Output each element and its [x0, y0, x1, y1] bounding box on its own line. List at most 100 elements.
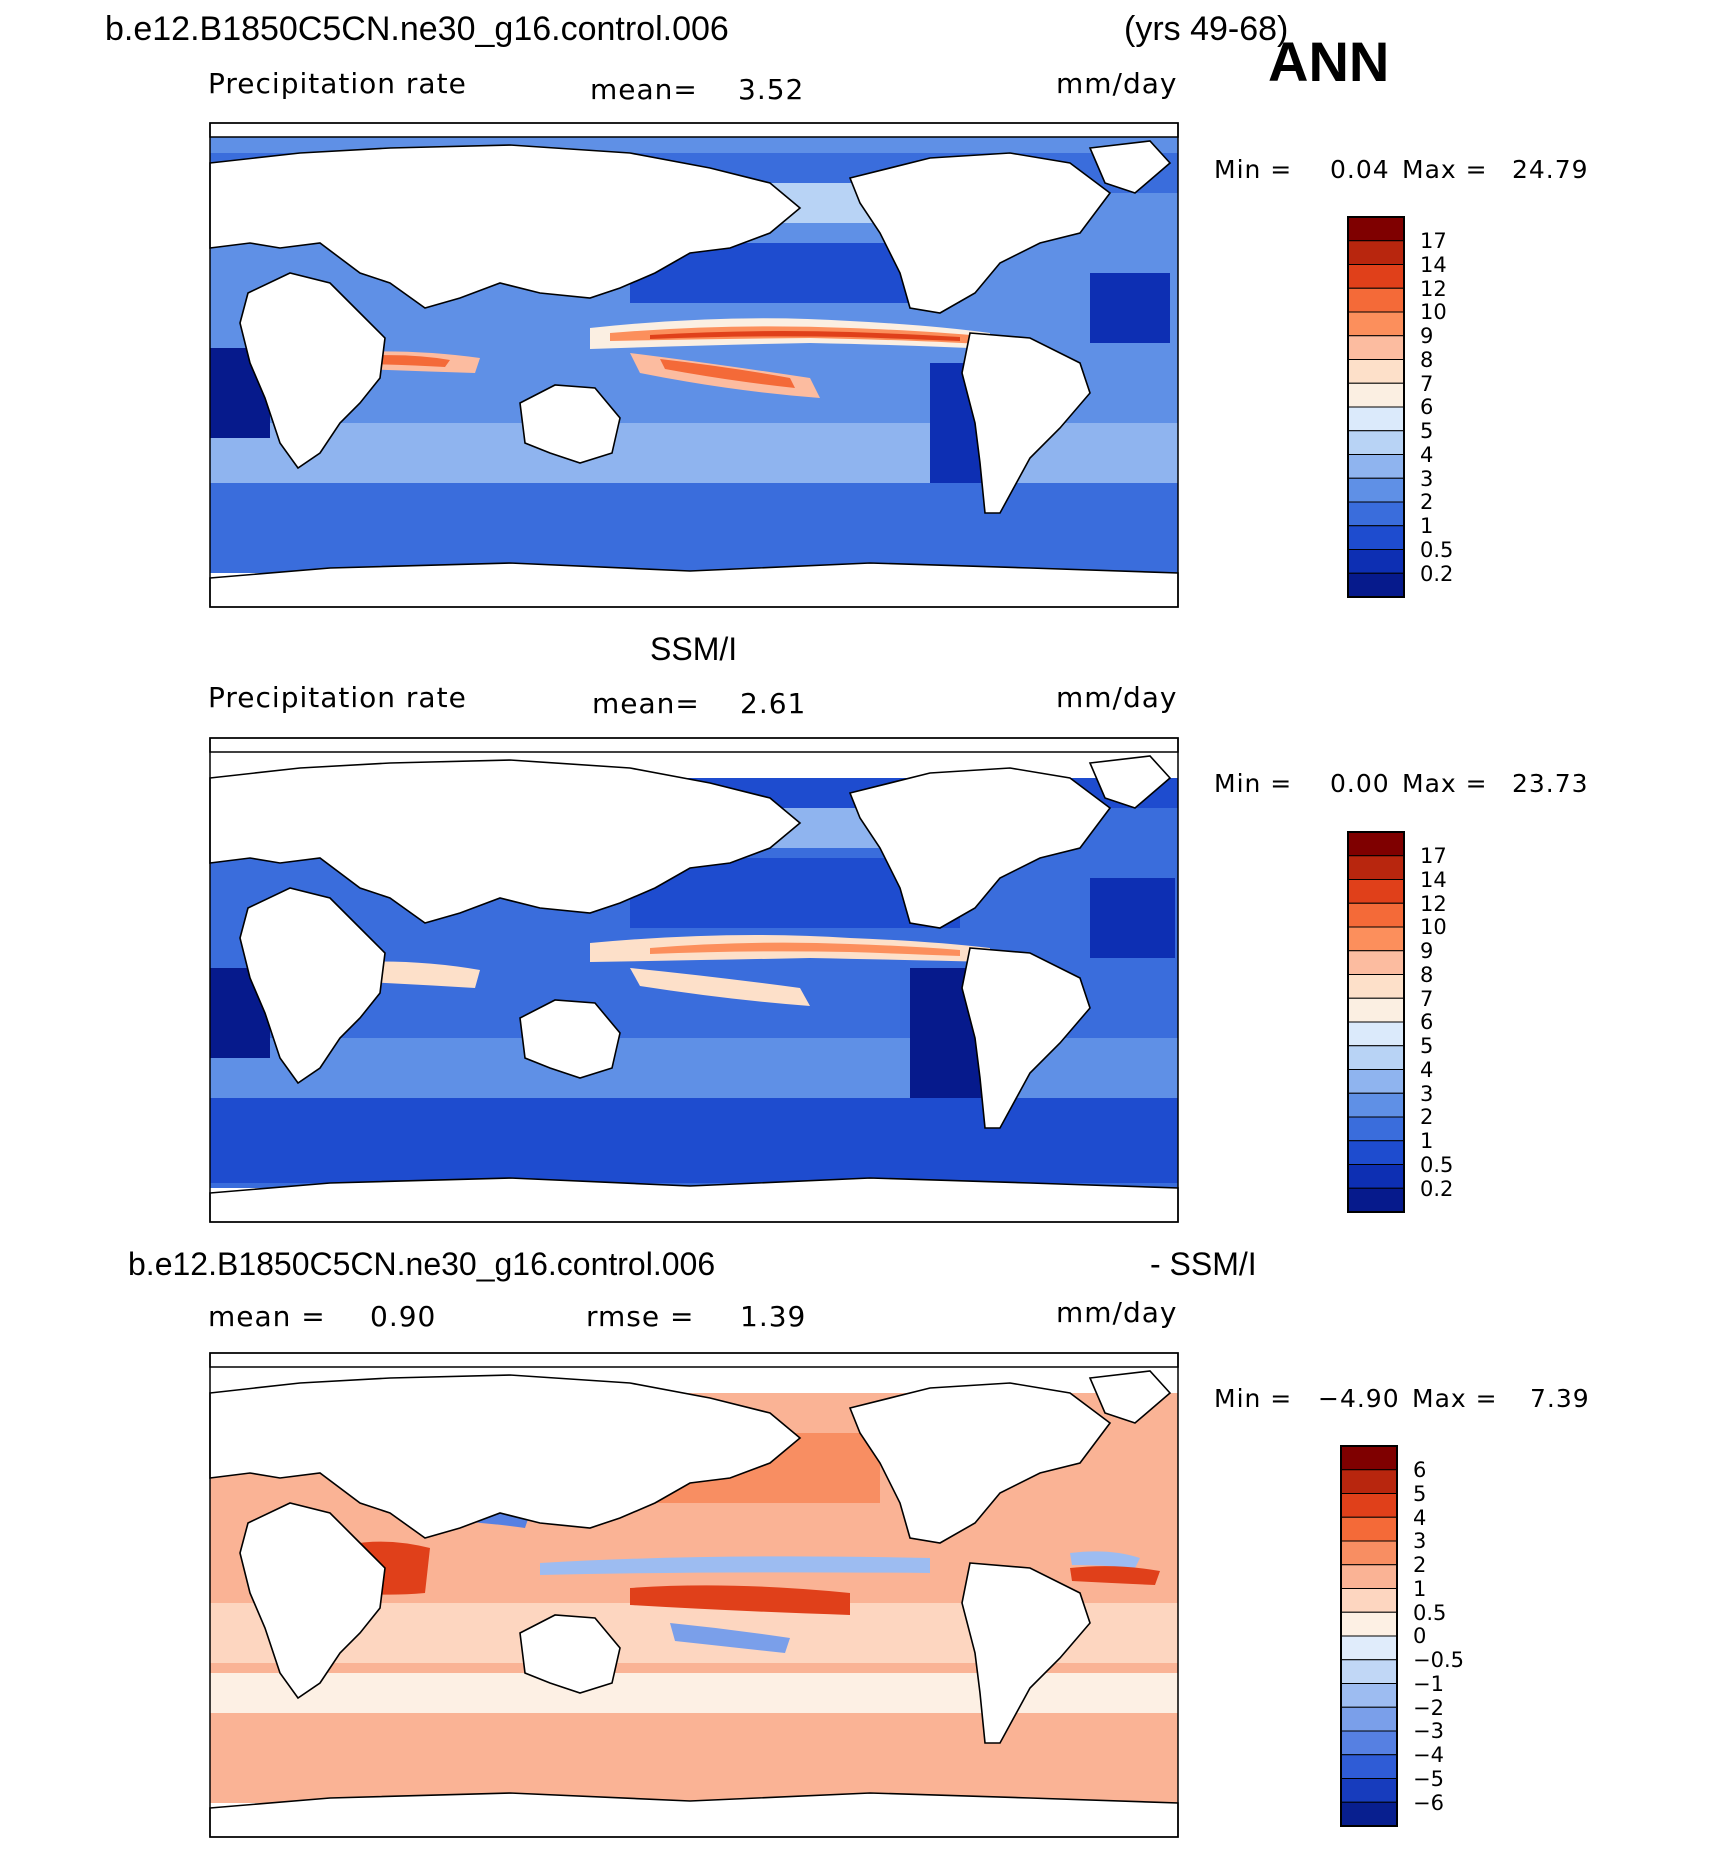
panel1-colorbar-tick-label: 0.5	[1420, 537, 1454, 562]
panel3-colorbar-tick-label: 0	[1413, 1624, 1427, 1649]
panel1-colorbar-swatch	[1347, 549, 1405, 574]
panel3-rmse-label: rmse =	[586, 1300, 695, 1333]
panel2-colorbar-swatch	[1347, 1164, 1405, 1189]
panel3-colorbar-tick-label: −1	[1413, 1671, 1444, 1696]
panel3-colorbar-swatch	[1340, 1564, 1398, 1589]
panel2-colorbar-swatch	[1347, 1045, 1405, 1070]
panel1-colorbar-swatch	[1347, 477, 1405, 503]
panel2-colorbar-swatch	[1347, 1092, 1405, 1118]
panel3-colorbar-swatch	[1340, 1801, 1398, 1827]
panel2-colorbar-swatch	[1347, 902, 1405, 928]
panel1-colorbar-tick-label: 12	[1420, 276, 1447, 301]
panel1-colorbar-tick-label: 5	[1420, 419, 1434, 443]
panel1-colorbar-tick-label: 0.2	[1420, 561, 1454, 586]
panel2-colorbar-swatch	[1347, 997, 1405, 1023]
panel2-colorbar-swatch	[1347, 926, 1405, 952]
panel2-mean-value: 2.61	[740, 687, 807, 720]
panel2-colorbar-swatch	[1347, 831, 1405, 857]
panel2-colorbar-swatch	[1347, 1140, 1405, 1165]
panel1-mean-label: mean=	[590, 73, 698, 106]
panel1-colorbar-swatch	[1347, 382, 1405, 408]
panel2-colorbar-tick-label: 0.5	[1420, 1152, 1454, 1177]
panel3-max-label: Max =	[1412, 1384, 1498, 1413]
panel3-min-label: Min =	[1214, 1384, 1293, 1413]
panel2-colorbar-tick-label: 14	[1420, 867, 1447, 892]
panel3-colorbar-swatch	[1340, 1635, 1398, 1661]
panel1-colorbar-swatch	[1347, 572, 1405, 598]
panel2-colorbar-swatch	[1347, 879, 1405, 904]
panel2-colorbar-svg	[1347, 831, 1405, 1213]
panel2-colorbar-tick-label: 12	[1420, 891, 1447, 916]
panel2-colorbar-swatch	[1347, 974, 1405, 999]
panel2-colorbar-tick-label: 10	[1420, 915, 1447, 940]
panel3-colorbar-swatch	[1340, 1706, 1398, 1732]
panel1-colorbar-swatch	[1347, 359, 1405, 384]
panel1-colorbar-tick-label: 2	[1420, 490, 1434, 515]
panel1-colorbar-tick-label: 14	[1420, 252, 1447, 277]
panel3-colorbar-tick-label: −6	[1413, 1790, 1444, 1815]
panel2-colorbar-tick-label: 6	[1420, 1010, 1434, 1035]
season-label: ANN	[1268, 30, 1390, 93]
panel3-colorbar-tick-label: −3	[1413, 1719, 1444, 1744]
panel2-colorbar-tick-label: 4	[1420, 1057, 1434, 1082]
panel3-colorbar-swatch	[1340, 1445, 1398, 1471]
panel3-colorbar-tick-label: −5	[1413, 1766, 1444, 1791]
panel3-colorbar-swatch	[1340, 1730, 1398, 1756]
panel3-colorbar-tick-label: −0.5	[1413, 1648, 1464, 1672]
panel2-colorbar-tick-label: 0.2	[1420, 1176, 1454, 1201]
panel3-colorbar-swatch	[1340, 1493, 1398, 1518]
panel3-min-value: −4.90	[1318, 1384, 1400, 1413]
panel2-min-value: 0.00	[1330, 769, 1390, 798]
panel1-colorbar-swatch	[1347, 335, 1405, 360]
panel1-colorbar-swatch	[1347, 216, 1405, 242]
panel1-colorbar-swatch	[1347, 430, 1405, 455]
panel3-mean-label: mean =	[208, 1300, 326, 1333]
panel3-rmse-value: 1.39	[740, 1300, 807, 1333]
panel3-colorbar-tick-label: 6	[1413, 1458, 1427, 1482]
panel1-colorbar-tick-label: 3	[1420, 466, 1434, 491]
panel1-units: mm/day	[1056, 67, 1178, 100]
panel2-max-label: Max =	[1402, 769, 1488, 798]
panel2-colorbar-tick-label: 1	[1420, 1129, 1434, 1153]
panel2-units: mm/day	[1056, 681, 1178, 714]
panel3-colorbar-tick-label: −2	[1413, 1695, 1444, 1720]
panel1-colorbar-swatch	[1347, 240, 1405, 265]
panel3-mean-value: 0.90	[370, 1300, 437, 1333]
panel1-max-label: Max =	[1402, 155, 1488, 184]
panel1-colorbar-swatch	[1347, 264, 1405, 289]
panel1-min-label: Min =	[1214, 155, 1293, 184]
panel2-colorbar-tick-label: 9	[1420, 939, 1434, 963]
panel3-colorbar-tick-label: 2	[1413, 1553, 1427, 1577]
panel2-mean-label: mean=	[592, 687, 700, 720]
panel2-colorbar-swatch	[1347, 855, 1405, 880]
panel3-max-value: 7.39	[1530, 1384, 1590, 1413]
panel3-colorbar-tick-label: 5	[1413, 1481, 1427, 1506]
panel3-colorbar-swatch	[1340, 1659, 1398, 1684]
panel3-colorbar-swatch	[1340, 1683, 1398, 1708]
panel2-colorbar-tick-label: 5	[1420, 1034, 1434, 1058]
panel1-colorbar-tick-label: 1	[1420, 514, 1434, 538]
panel3-colorbar-tick-label: −4	[1413, 1743, 1444, 1767]
panel3-colorbar	[1340, 1445, 1460, 1834]
panel3-colorbar-swatch	[1340, 1611, 1398, 1637]
panel3-colorbar-tick-label: 4	[1413, 1505, 1427, 1530]
panel1-colorbar-svg	[1347, 216, 1405, 598]
panel2-colorbar-swatch	[1347, 1116, 1405, 1142]
panel3-colorbar-swatch	[1340, 1540, 1398, 1566]
panel2-min-label: Min =	[1214, 769, 1293, 798]
panel3-units: mm/day	[1056, 1296, 1178, 1329]
panel2-colorbar-swatch	[1347, 1021, 1405, 1047]
panel1-colorbar-swatch	[1347, 287, 1405, 313]
panel2-max-value: 23.73	[1512, 769, 1589, 798]
panel1-max-value: 24.79	[1512, 155, 1589, 184]
panel1-map	[209, 122, 1179, 608]
panel3-colorbar-tick-label: 1	[1413, 1576, 1427, 1601]
panel2-colorbar-tick-label: 3	[1420, 1081, 1434, 1106]
panel1-colorbar-tick-label: 17	[1420, 229, 1447, 253]
panel2-title: SSM/I	[650, 631, 738, 667]
panel1-field-label: Precipitation rate	[208, 67, 467, 100]
panel3-title-right: - SSM/I	[1150, 1246, 1257, 1282]
panel3-map	[209, 1352, 1179, 1838]
panel3-colorbar-tick-label: 0.5	[1413, 1600, 1447, 1625]
panel1-colorbar-swatch	[1347, 406, 1405, 432]
